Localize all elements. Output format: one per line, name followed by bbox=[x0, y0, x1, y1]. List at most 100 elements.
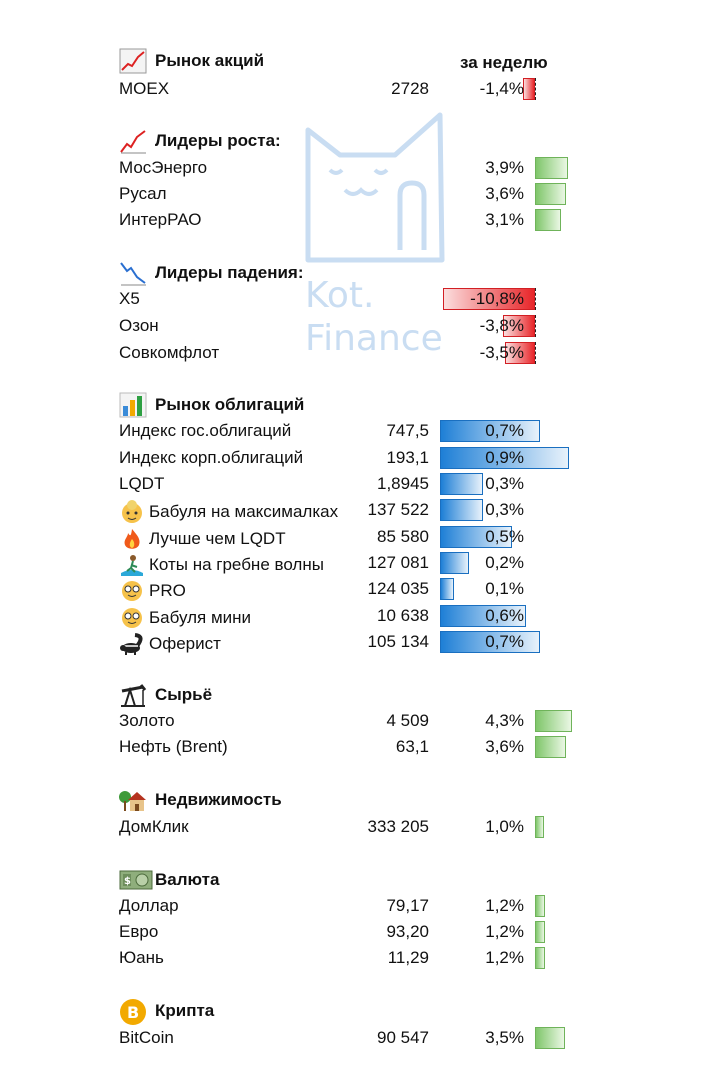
row-corp-bonds: Индекс корп.облигаций 193,1 0,9% bbox=[119, 445, 589, 471]
row-name: Русал bbox=[119, 184, 167, 203]
row-name: X5 bbox=[119, 289, 140, 308]
row-pct: 3,1% bbox=[485, 210, 524, 229]
row-name: ИнтерРАО bbox=[119, 210, 202, 229]
section-currency: $ Валюта bbox=[119, 867, 219, 893]
change-bar-green bbox=[535, 736, 566, 758]
row-name: MOEX bbox=[119, 79, 170, 98]
row-pct: 0,2% bbox=[485, 553, 524, 572]
section-title: Крипта bbox=[155, 1001, 215, 1020]
row-gov-bonds: Индекс гос.облигаций 747,5 0,7% bbox=[119, 418, 589, 444]
row-name-wrap: Бабуля на максималках bbox=[119, 500, 338, 524]
row-value: 4 509 bbox=[386, 711, 429, 730]
row-pct: -3,5% bbox=[479, 343, 524, 362]
row-value: 11,29 bbox=[387, 948, 429, 967]
row-name-wrap: Коты на гребне волны bbox=[119, 553, 324, 577]
row-bitcoin: BitCoin 90 547 3,5% bbox=[119, 1025, 589, 1051]
row-value: 90 547 bbox=[377, 1028, 429, 1047]
bitcoin-icon: B bbox=[119, 998, 147, 1025]
row-babulya-mini: Бабуля мини 10 638 0,6% bbox=[119, 603, 589, 629]
row-pct: 1,2% bbox=[485, 922, 524, 941]
svg-text:$: $ bbox=[124, 876, 131, 887]
zero-axis-line bbox=[535, 78, 536, 100]
row-value: 747,5 bbox=[386, 421, 429, 440]
row-value: 10 638 bbox=[377, 606, 429, 625]
row-pct: 1,0% bbox=[485, 817, 524, 836]
row-value: 193,1 bbox=[386, 448, 429, 467]
row-value: 333 205 bbox=[367, 817, 429, 836]
section-gainers: Лидеры роста: bbox=[119, 128, 281, 154]
row-mosenergo: МосЭнерго 3,9% bbox=[119, 155, 589, 181]
row-name: Золото bbox=[119, 711, 175, 730]
row-pct: 3,5% bbox=[485, 1028, 524, 1047]
row-name: МосЭнерго bbox=[119, 158, 208, 177]
section-stocks: Рынок акций bbox=[119, 48, 264, 74]
section-crypto: B Крипта bbox=[119, 998, 215, 1025]
change-bar-green bbox=[535, 183, 566, 205]
row-name: ДомКлик bbox=[119, 817, 189, 836]
trend-up-icon bbox=[119, 128, 147, 154]
row-value: 1,8945 bbox=[377, 474, 429, 493]
row-name: Бабуля на максималках bbox=[149, 502, 339, 521]
row-name: Нефть (Brent) bbox=[119, 737, 228, 756]
row-ozon: Озон -3,8% bbox=[119, 313, 589, 339]
row-name: PRO bbox=[149, 581, 186, 600]
row-pct: 0,9% bbox=[485, 448, 524, 467]
row-name: Совкомфлот bbox=[119, 343, 220, 362]
watermark-line1: Kot. bbox=[305, 275, 375, 316]
row-name: LQDT bbox=[119, 474, 165, 493]
change-bar-blue bbox=[440, 631, 541, 653]
change-bar-blue bbox=[440, 605, 526, 627]
row-pct: 0,7% bbox=[485, 632, 524, 651]
nerd-face-icon bbox=[119, 606, 145, 630]
skunk-icon bbox=[119, 632, 145, 656]
banknote-icon: $ bbox=[119, 867, 153, 893]
row-pct: 4,3% bbox=[485, 711, 524, 730]
change-bar-blue bbox=[440, 447, 569, 469]
section-title: Рынок акций bbox=[155, 51, 265, 70]
row-value: 127 081 bbox=[367, 553, 429, 572]
section-losers: Лидеры падения: bbox=[119, 260, 304, 286]
chart-up-icon bbox=[119, 48, 147, 74]
week-column-header: за неделю bbox=[460, 53, 548, 72]
row-cny: Юань 11,29 1,2% bbox=[119, 945, 589, 971]
row-name: Оферист bbox=[149, 634, 221, 653]
row-babulya-max: Бабуля на максималках 137 522 0,3% bbox=[119, 497, 589, 523]
row-pct: 0,3% bbox=[485, 474, 524, 493]
row-name-wrap: Оферист bbox=[119, 632, 221, 656]
change-bar-red bbox=[505, 342, 535, 364]
row-pct: 3,9% bbox=[485, 158, 524, 177]
row-eur: Евро 93,20 1,2% bbox=[119, 919, 589, 945]
section-commodities: Сырьё bbox=[119, 682, 212, 708]
row-value: 105 134 bbox=[367, 632, 429, 651]
row-pct: -10,8% bbox=[470, 289, 524, 308]
row-pct: 0,6% bbox=[485, 606, 524, 625]
row-name: Озон bbox=[119, 316, 159, 335]
section-title: Лидеры роста: bbox=[155, 131, 281, 150]
row-value: 124 035 bbox=[367, 579, 429, 598]
trend-down-icon bbox=[119, 260, 147, 286]
row-oferist: Оферист 105 134 0,7% bbox=[119, 629, 589, 655]
row-gold: Золото 4 509 4,3% bbox=[119, 708, 589, 734]
change-bar-green bbox=[535, 947, 546, 969]
change-bar-red bbox=[502, 315, 535, 337]
row-moex: MOEX 2728 -1,4% bbox=[119, 76, 589, 102]
section-title: Сырьё bbox=[155, 685, 213, 704]
row-name: Юань bbox=[119, 948, 164, 967]
row-name-wrap: PRO bbox=[119, 579, 186, 603]
change-bar-red bbox=[443, 288, 535, 310]
svg-text:B: B bbox=[127, 1003, 139, 1022]
row-pct: 0,7% bbox=[485, 421, 524, 440]
bar-chart-icon bbox=[119, 392, 147, 418]
row-pct: -3,8% bbox=[479, 316, 524, 335]
section-title: Рынок облигаций bbox=[155, 395, 305, 414]
row-name-wrap: Лучше чем LQDT bbox=[119, 527, 286, 551]
row-pct: 0,5% bbox=[485, 527, 524, 546]
section-title: Недвижимость bbox=[155, 790, 282, 809]
zero-axis-line bbox=[535, 288, 536, 310]
row-usd: Доллар 79,17 1,2% bbox=[119, 893, 589, 919]
row-name: Индекс гос.облигаций bbox=[119, 421, 292, 440]
section-realestate: Недвижимость bbox=[119, 787, 282, 813]
change-bar-green bbox=[535, 816, 544, 838]
row-sovcomflot: Совкомфлот -3,5% bbox=[119, 340, 589, 366]
row-rusal: Русал 3,6% bbox=[119, 181, 589, 207]
